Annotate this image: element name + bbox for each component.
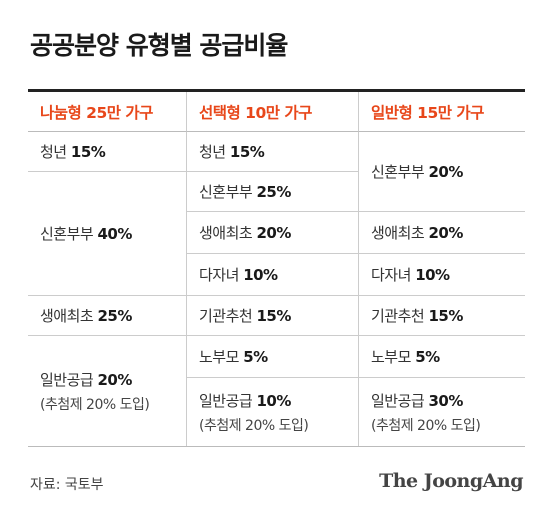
cell-value: 20% xyxy=(97,370,132,389)
table-cell: 노부모 5% xyxy=(358,336,525,378)
cell-value: 5% xyxy=(415,348,440,366)
cell-label: 일반공급 xyxy=(371,391,425,410)
cell-value: 15% xyxy=(428,307,463,325)
table-cell: 기관추천 15% xyxy=(186,296,358,336)
cell-value: 15% xyxy=(229,143,265,161)
cell-label: 생애최초 xyxy=(371,224,425,242)
table-cell: 신혼부부 20% xyxy=(358,132,525,212)
table-cell: 일반공급 20% (추첨제 20% 도입) xyxy=(28,336,186,446)
table-cell: 일반공급 30% (추첨제 20% 도입) xyxy=(358,378,525,446)
cell-value: 25% xyxy=(256,183,291,201)
cell-label: 다자녀 xyxy=(371,266,411,284)
cell-label: 노부모 xyxy=(199,348,239,366)
cell-note: (추첨제 20% 도입) xyxy=(371,417,481,434)
page-title: 공공분양 유형별 공급비율 xyxy=(30,31,288,60)
cell-label: 신혼부부 xyxy=(40,225,94,243)
table-cell: 청년 15% xyxy=(28,132,186,172)
cell-value: 20% xyxy=(428,224,463,242)
cell-value: 10% xyxy=(415,266,450,284)
cell-label: 신혼부부 xyxy=(199,183,253,201)
cell-label: 신혼부부 xyxy=(371,163,425,181)
source-credit: 자료: 국토부 xyxy=(30,477,104,493)
cell-label: 청년 xyxy=(40,143,67,161)
table-cell: 노부모 5% xyxy=(186,336,358,378)
table-cell: 다자녀 10% xyxy=(358,254,525,296)
cell-label: 생애최초 xyxy=(199,224,253,242)
cell-value: 15% xyxy=(256,307,291,325)
table-cell: 생애최초 20% xyxy=(358,212,525,254)
table-cell: 신혼부부 40% xyxy=(28,172,186,296)
table-cell: 다자녀 10% xyxy=(186,254,358,296)
table-cell: 기관추천 15% xyxy=(358,296,525,336)
cell-value: 10% xyxy=(243,266,278,284)
cell-value: 30% xyxy=(428,391,463,410)
table-cell: 생애최초 25% xyxy=(28,296,186,336)
cell-label: 다자녀 xyxy=(199,266,239,284)
table-cell: 일반공급 10% (추첨제 20% 도입) xyxy=(186,378,358,446)
cell-note: (추첨제 20% 도입) xyxy=(40,396,150,413)
cell-value: 20% xyxy=(428,163,463,181)
cell-label: 일반공급 xyxy=(40,370,94,389)
header-nanum: 나눔형 25만 가구 xyxy=(28,92,186,132)
cell-value: 40% xyxy=(97,225,132,243)
supply-ratio-table: 나눔형 25만 가구 선택형 10만 가구 일반형 15만 가구 청년 15% … xyxy=(28,92,525,447)
cell-value: 25% xyxy=(97,307,132,325)
cell-value: 15% xyxy=(70,143,106,161)
table-cell: 청년 15% xyxy=(186,132,358,172)
top-rule xyxy=(28,89,525,92)
brand-logo: The JoongAng xyxy=(379,470,523,492)
cell-value: 20% xyxy=(256,224,291,242)
table-cell: 생애최초 20% xyxy=(186,212,358,254)
cell-label: 노부모 xyxy=(371,348,411,366)
cell-label: 일반공급 xyxy=(199,391,253,410)
cell-label: 생애최초 xyxy=(40,307,94,325)
header-ilban: 일반형 15만 가구 xyxy=(358,92,525,132)
cell-label: 기관추천 xyxy=(371,307,425,325)
table-cell: 신혼부부 25% xyxy=(186,172,358,212)
cell-value: 10% xyxy=(256,391,291,410)
cell-label: 청년 xyxy=(199,143,226,161)
cell-label: 기관추천 xyxy=(199,307,253,325)
header-seontaek: 선택형 10만 가구 xyxy=(186,92,358,132)
cell-value: 5% xyxy=(243,348,268,366)
cell-note: (추첨제 20% 도입) xyxy=(199,417,309,434)
